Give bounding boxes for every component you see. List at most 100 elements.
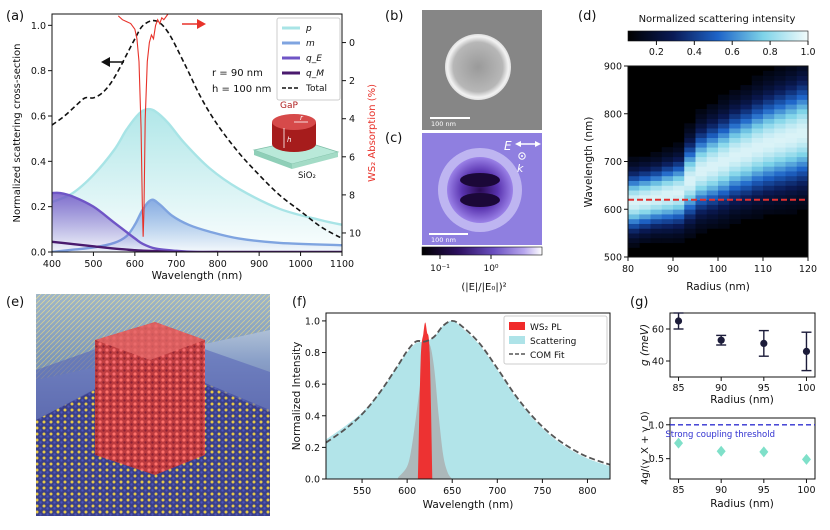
heatmap-cell <box>639 190 651 196</box>
label-k: k <box>517 162 524 175</box>
heatmap-cell <box>673 228 685 234</box>
heatmap-cell <box>718 151 730 158</box>
panel-a-xlabel: Wavelength (nm) <box>152 270 243 282</box>
heatmap-cell <box>785 190 798 196</box>
heatmap-cell <box>796 75 809 81</box>
heatmap-cell <box>796 156 809 162</box>
x-tick-label: 400 <box>43 259 61 270</box>
heatmap-cell <box>661 166 674 172</box>
heatmap-cell <box>729 99 741 105</box>
heatmap-cell <box>729 218 741 224</box>
heatmap-cell <box>751 151 764 158</box>
heatmap-cell <box>796 204 809 210</box>
heatmap-cell <box>763 204 775 210</box>
heatmap-cell <box>740 199 753 205</box>
heatmap-cell <box>650 161 663 167</box>
heatmap-cell <box>628 204 640 210</box>
heatmap-cell <box>751 75 764 81</box>
heatmap-cell <box>740 175 753 181</box>
series-line-qm <box>52 240 342 252</box>
heatmap-cell <box>751 156 764 162</box>
y-tick-label: 0.0 <box>31 248 46 259</box>
heatmap-cell <box>763 180 775 186</box>
panel-label-b: (b) <box>385 9 403 24</box>
heatmap-cell <box>661 218 674 224</box>
heatmap-cell <box>639 233 651 239</box>
heatmap-cell <box>639 185 651 191</box>
heatmap-cell <box>729 199 741 205</box>
legend-label-total: Total <box>305 84 327 94</box>
data-point-g <box>802 347 811 355</box>
heatmap-cell <box>628 185 640 191</box>
heatmap-cell <box>628 161 640 167</box>
series-line-total <box>52 19 342 240</box>
heatmap-cell <box>740 209 753 215</box>
heatmap-cell <box>684 180 696 186</box>
heatmap-cell <box>684 233 696 239</box>
heatmap-cell <box>695 199 708 205</box>
heatmap-cell <box>673 237 685 244</box>
heatmap-cell <box>628 171 640 177</box>
heatmap-cell <box>706 137 719 143</box>
panel-d-title: Normalized scattering intensity <box>639 14 796 25</box>
heatmap-cell <box>774 66 786 72</box>
heatmap-cell <box>751 161 764 167</box>
heatmap-cell <box>763 75 775 81</box>
heatmap-cell <box>774 185 786 191</box>
x-tick-label: 600 <box>126 259 144 270</box>
y-right-tick-label: 8 <box>349 190 355 201</box>
heatmap-cell <box>740 89 753 96</box>
heatmap-cell <box>774 70 786 76</box>
heatmap-cell <box>718 199 730 205</box>
heatmap-cell <box>684 175 696 181</box>
panel-c-colorbar-label: (|E|/|E₀|)² <box>461 282 506 293</box>
heatmap-cell <box>785 147 798 153</box>
heatmap-cell <box>628 223 640 229</box>
panel-f-legend: WS₂ PL Scattering COM Fit <box>503 315 608 365</box>
heatmap-cell <box>785 209 798 215</box>
heatmap-cell <box>785 142 798 148</box>
label-r: r <box>300 114 304 122</box>
heatmap-cell <box>661 147 674 153</box>
colorbar-tick-label: 0.8 <box>763 47 778 58</box>
heatmap-cell <box>650 151 663 158</box>
heatmap-cell <box>740 132 753 139</box>
heatmap-cell <box>796 142 809 148</box>
heatmap-cell <box>628 194 640 201</box>
heatmap-cell <box>695 108 708 115</box>
panel-f-ylabel: Normalized Intensity <box>291 342 303 451</box>
heatmap-cell <box>796 180 809 186</box>
heatmap-cell <box>706 147 719 153</box>
x-tick-label: 95 <box>758 383 770 394</box>
heatmap-cell <box>628 233 640 239</box>
heatmap-cell <box>695 209 708 215</box>
heatmap-cell <box>695 204 708 210</box>
heatmap-cell <box>740 166 753 172</box>
panel-b-sem-image: 100 nm <box>422 10 542 130</box>
heatmap-cell <box>695 166 708 172</box>
heatmap-cell <box>774 147 786 153</box>
heatmap-cell <box>729 204 741 210</box>
heatmap-cell <box>684 151 696 158</box>
panel-g-bottom-axes-frame <box>669 417 816 480</box>
heatmap-cell <box>673 175 685 181</box>
y-right-tick-label: 6 <box>349 152 355 163</box>
heatmap-cell <box>785 137 798 143</box>
heatmap-cell <box>706 128 719 134</box>
heatmap-cell <box>639 223 651 229</box>
heatmap-cell <box>718 94 730 100</box>
x-tick-label: 90 <box>715 485 727 496</box>
heatmap-cell <box>673 180 685 186</box>
heatmap-cell <box>695 175 708 181</box>
panel-a-legend: p m q_E q_M Total <box>276 17 341 101</box>
heatmap-cell <box>718 147 730 153</box>
heatmap-cell <box>751 128 764 134</box>
heatmap-cell <box>661 171 674 177</box>
heatmap-cell <box>763 85 775 91</box>
colorbar-tick-label: 0.6 <box>725 47 740 58</box>
heatmap-cell <box>706 161 719 167</box>
heatmap-cell <box>729 104 741 110</box>
x-tick-label: 700 <box>167 259 185 270</box>
heatmap-cell <box>650 190 663 196</box>
label-e-field: E <box>504 139 512 153</box>
